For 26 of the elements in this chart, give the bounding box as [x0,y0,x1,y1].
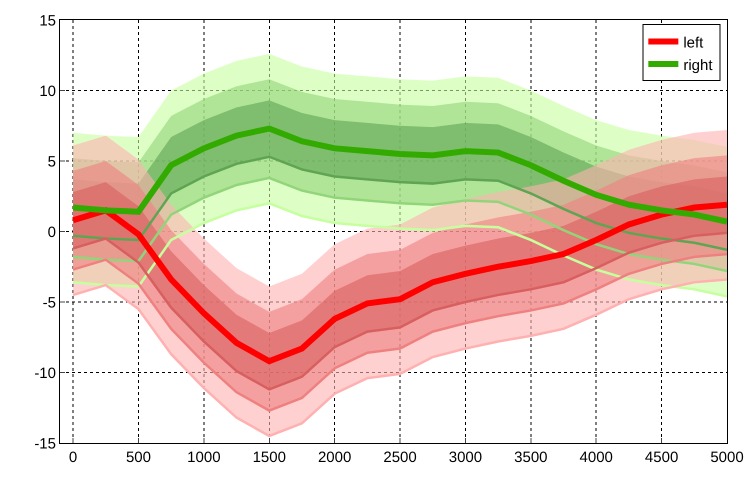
line-series [72,176,727,272]
x-tick-label: 2500 [383,449,417,466]
y-tick-label: 15 [39,12,56,30]
x-tick-label: 1500 [252,449,286,466]
y-tick-label: -10 [34,364,56,382]
y-tick-label: 5 [48,153,56,170]
y-tick-label: 10 [39,82,56,100]
x-tick-label: 0 [68,449,78,466]
legend-label: right [683,56,714,74]
y-tick-label: 0 [48,224,56,241]
x-tick-label: 500 [126,449,151,466]
x-tick-label: 3500 [514,449,548,466]
y-tick-label: -5 [42,294,56,312]
line-series [72,202,727,298]
line-series [72,232,727,391]
y-tick-label: -15 [34,435,56,452]
line-series [72,156,727,252]
x-tick-label: 3000 [448,449,482,466]
x-tick-label: 4000 [580,449,613,466]
legend-label: left [683,34,704,52]
x-tick-label: 2000 [318,449,352,466]
x-tick-label: 5000 [710,449,744,466]
line-series [72,278,727,438]
x-tick-label: 4500 [644,449,678,466]
x-tick-label: 1000 [187,449,221,466]
line-series [72,252,727,412]
